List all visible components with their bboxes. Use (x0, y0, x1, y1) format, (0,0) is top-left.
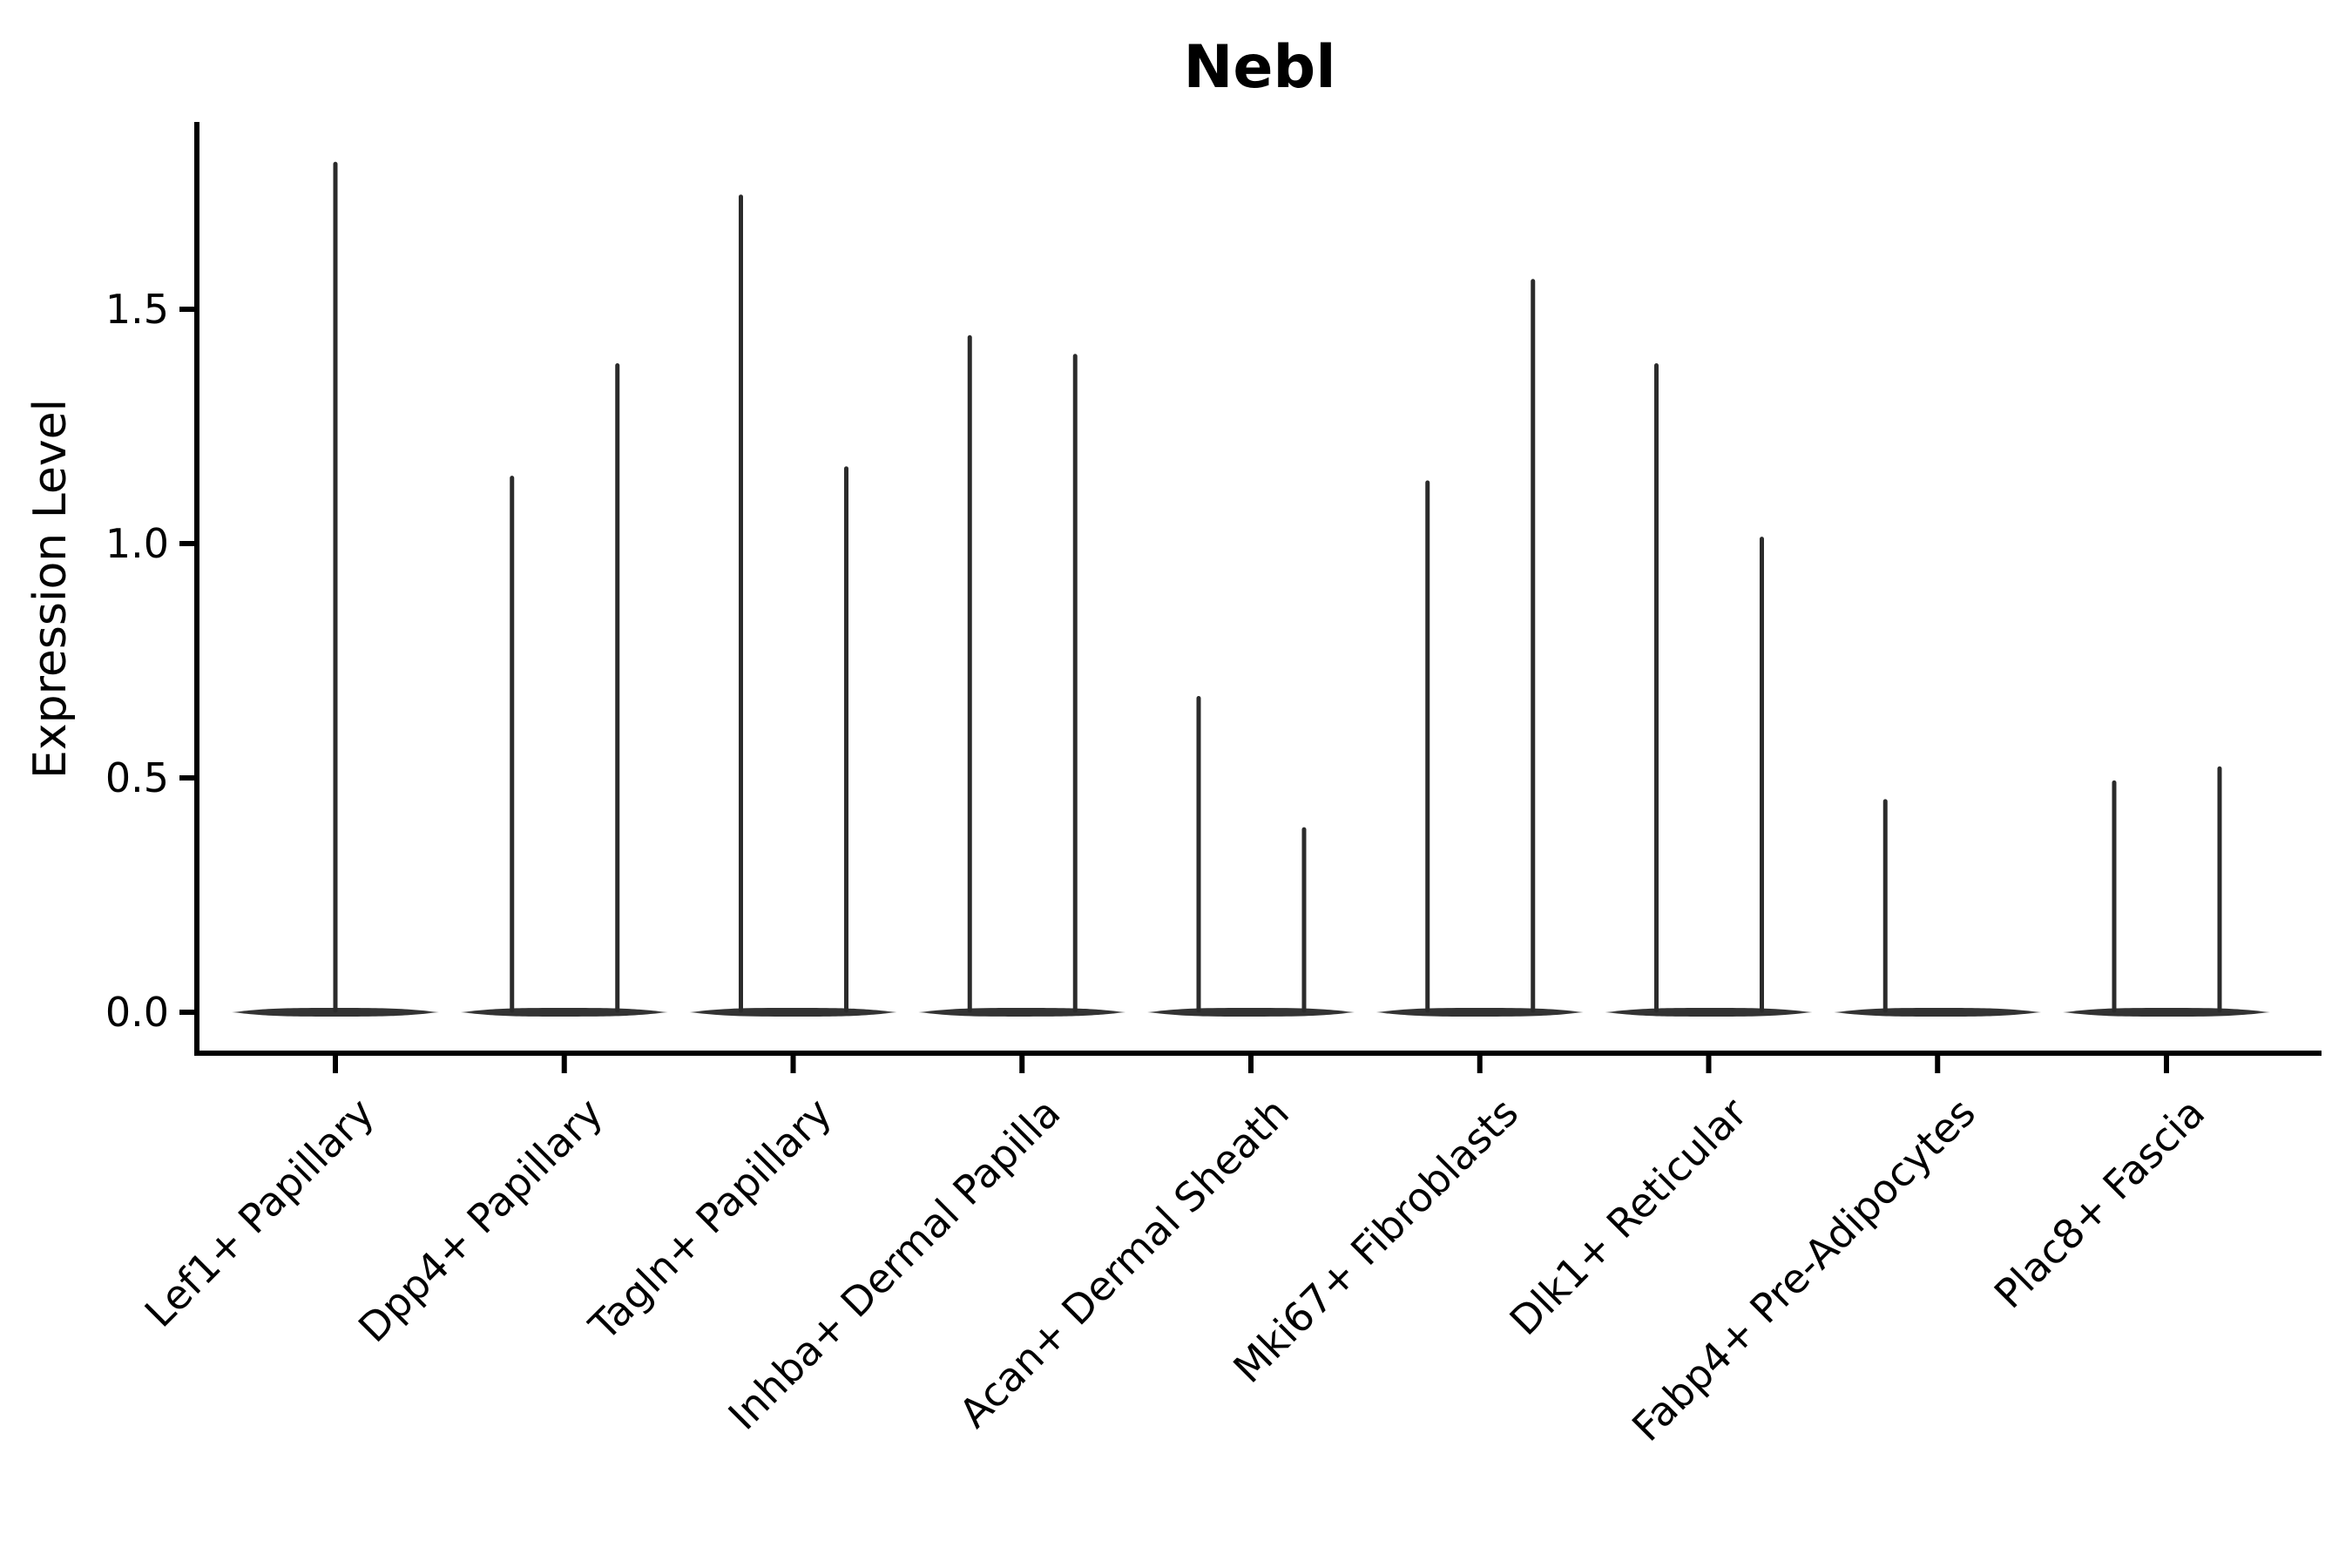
violin-base (1375, 1008, 1584, 1017)
violin-base (689, 1008, 897, 1017)
y-tick-label: 0.0 (105, 989, 169, 1036)
violin (1147, 696, 1355, 1017)
plot-title: Nebl (1183, 33, 1336, 102)
violin-base (918, 1008, 1126, 1017)
y-tick-label: 1.0 (105, 520, 169, 567)
violin (460, 363, 668, 1017)
violin-base (460, 1008, 668, 1017)
violin (232, 161, 439, 1017)
y-tick-label: 0.5 (105, 754, 169, 801)
violin (689, 194, 897, 1017)
y-tick-label: 1.5 (105, 286, 169, 333)
violin (2063, 766, 2270, 1017)
violin-base (1834, 1008, 2042, 1017)
violin-base (1605, 1008, 1813, 1017)
violin-base (2063, 1008, 2270, 1017)
violin (1605, 363, 1813, 1017)
violin (1834, 799, 2042, 1017)
violin-base (1147, 1008, 1355, 1017)
violin (1375, 279, 1584, 1017)
violin (918, 335, 1126, 1017)
